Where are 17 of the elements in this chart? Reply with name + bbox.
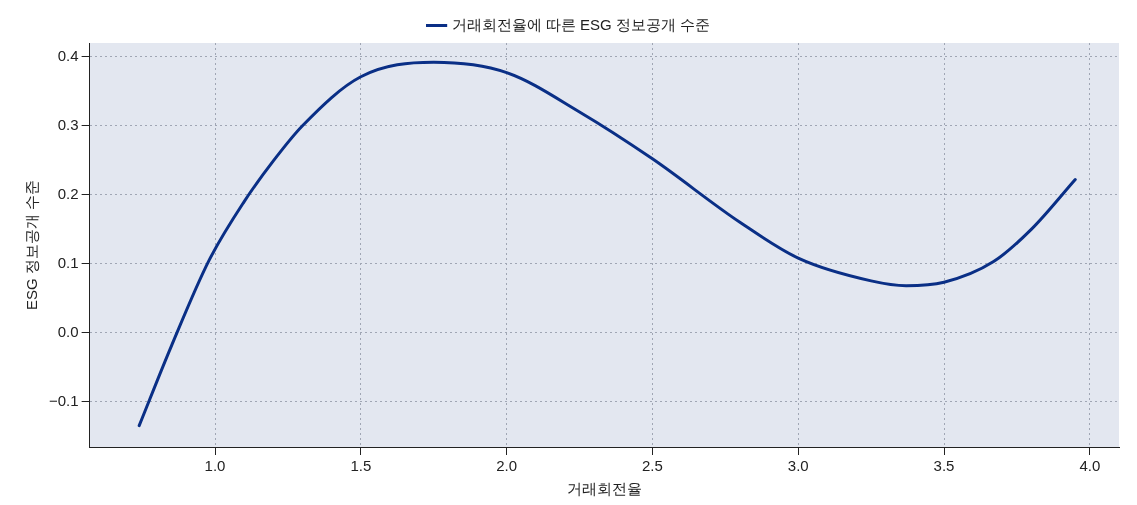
x-tick-label: 4.0	[1079, 457, 1101, 475]
x-tick-label: 3.0	[787, 457, 809, 475]
x-tick-label: 3.5	[933, 457, 955, 475]
y-tick-label: 0.1	[57, 253, 79, 271]
y-tick-label: −0.1	[48, 391, 79, 409]
x-tick-label: 1.0	[204, 457, 226, 475]
x-tick-label: 2.0	[496, 457, 518, 475]
x-tick-label: 1.5	[350, 457, 372, 475]
legend-label: 거래회전율에 따른 ESG 정보공개 수준	[451, 15, 710, 33]
x-axis-title: 거래회전율	[566, 480, 642, 498]
y-tick-label: 0.4	[57, 46, 79, 64]
y-tick-label: 0.3	[57, 115, 79, 133]
x-tick-label: 2.5	[641, 457, 663, 475]
line-series	[137, 60, 1077, 428]
y-axis-title: ESG 정보공개 수준	[23, 179, 41, 311]
y-tick-label: 0.0	[57, 322, 79, 340]
y-tick-label: 0.2	[57, 184, 79, 202]
